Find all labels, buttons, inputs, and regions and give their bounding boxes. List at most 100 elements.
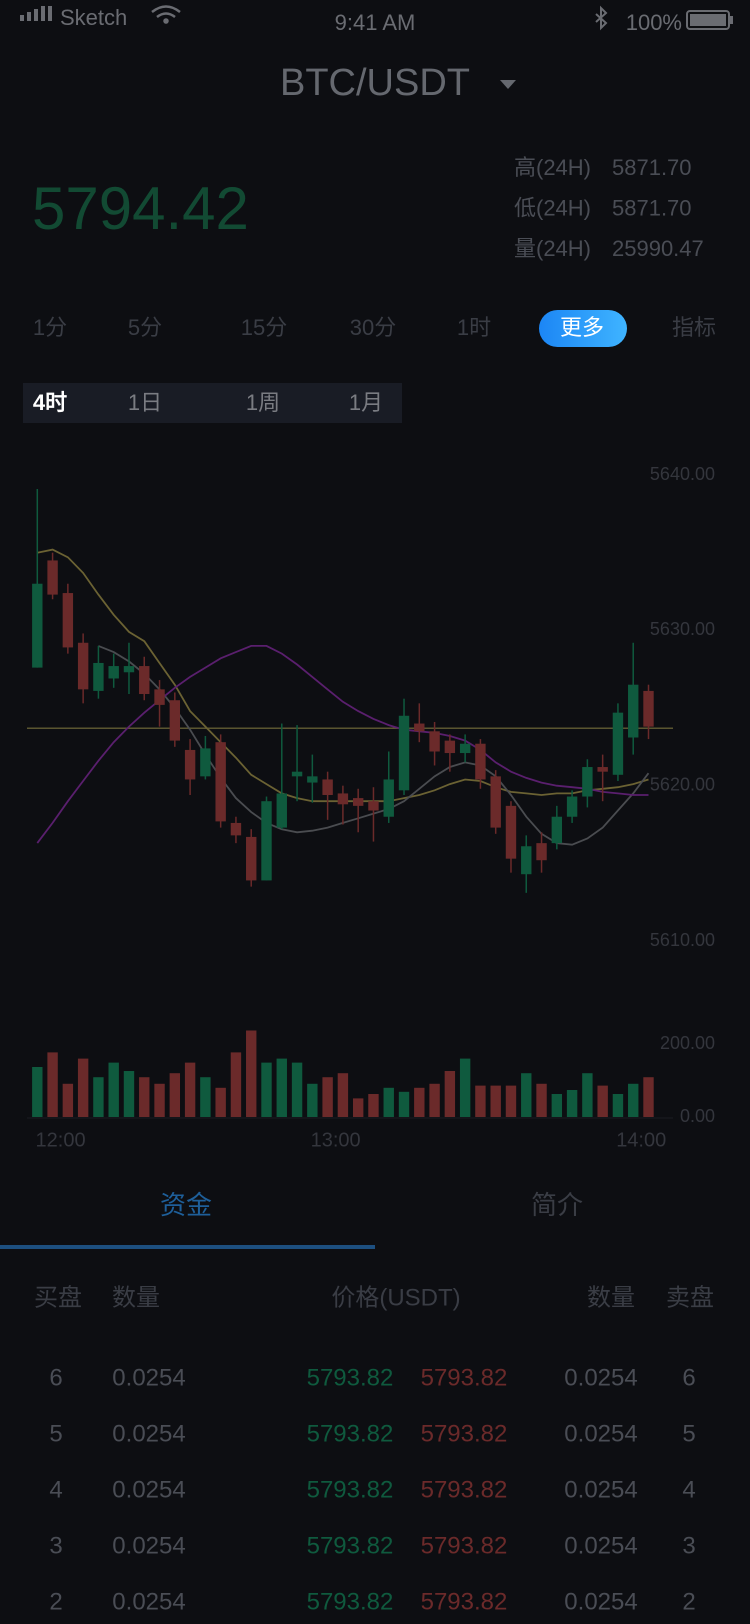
volume-bar bbox=[169, 1073, 181, 1117]
y-tick-label: 5620.00 bbox=[650, 774, 715, 794]
order-book-header: 卖盘 bbox=[666, 1284, 714, 1311]
y-tick-label: 5630.00 bbox=[650, 619, 715, 639]
candle-body bbox=[459, 743, 471, 754]
volume-bar bbox=[566, 1089, 578, 1117]
order-book-cell: 2 bbox=[49, 1588, 62, 1615]
order-book-cell: 0.0254 bbox=[564, 1476, 637, 1503]
order-book-cell: 0.0254 bbox=[112, 1420, 185, 1447]
volume-bar bbox=[261, 1062, 272, 1117]
order-book-header: 买盘 bbox=[34, 1284, 82, 1311]
volume-bar bbox=[398, 1091, 410, 1117]
sub-period-tab[interactable]: 1周 bbox=[246, 390, 280, 415]
period-tab[interactable]: 1时 bbox=[457, 315, 491, 340]
volume-bar bbox=[429, 1083, 440, 1117]
volume-bar bbox=[154, 1083, 165, 1117]
volume-bar bbox=[536, 1083, 547, 1117]
order-book-header: 数量 bbox=[587, 1284, 635, 1311]
candle-body bbox=[291, 771, 303, 777]
volume-bar bbox=[32, 1066, 43, 1117]
volume-bar bbox=[612, 1094, 624, 1117]
order-book-cell: 3 bbox=[682, 1532, 695, 1559]
candle-body bbox=[230, 822, 242, 836]
candle-body bbox=[184, 749, 196, 780]
volume-bar bbox=[123, 1071, 135, 1117]
order-book-cell: 0.0254 bbox=[564, 1420, 637, 1447]
y-tick-label: 5610.00 bbox=[650, 930, 715, 950]
period-tab[interactable]: 30分 bbox=[350, 315, 396, 340]
volume-bar bbox=[383, 1087, 394, 1117]
candle-body bbox=[566, 796, 578, 817]
volume-bar bbox=[352, 1098, 364, 1117]
candle-body bbox=[246, 836, 257, 881]
order-book-cell: 5793.82 bbox=[307, 1532, 394, 1559]
candle-body bbox=[93, 662, 104, 691]
stat-label: 量(24H) bbox=[514, 236, 591, 261]
candle-body bbox=[368, 801, 379, 811]
volume-bar bbox=[62, 1083, 74, 1117]
section-tab[interactable]: 资金 bbox=[160, 1190, 212, 1220]
x-tick-label: 13:00 bbox=[311, 1129, 361, 1151]
candle-body bbox=[169, 700, 181, 741]
carrier: Sketch bbox=[60, 5, 127, 30]
candle-body bbox=[628, 684, 639, 738]
wifi-icon bbox=[151, 5, 181, 24]
candle-body bbox=[108, 666, 119, 679]
period-tab[interactable]: 1分 bbox=[33, 315, 67, 340]
sub-period-bar bbox=[23, 383, 402, 423]
order-book-cell: 5793.82 bbox=[307, 1588, 394, 1615]
volume-bar bbox=[505, 1085, 517, 1117]
candle-body bbox=[200, 748, 211, 777]
candle-body bbox=[154, 689, 165, 705]
volume-bar bbox=[291, 1062, 303, 1117]
dropdown-arrow[interactable] bbox=[500, 80, 516, 89]
order-book-cell: 0.0254 bbox=[564, 1588, 637, 1615]
order-book-cell: 5793.82 bbox=[307, 1476, 394, 1503]
clock: 9:41 AM bbox=[335, 10, 416, 35]
sub-period-tab[interactable]: 4时 bbox=[33, 390, 67, 415]
order-book-cell: 0.0254 bbox=[112, 1588, 185, 1615]
candle-body bbox=[536, 843, 547, 861]
order-book-cell: 5793.82 bbox=[307, 1420, 394, 1447]
order-book-cell: 5 bbox=[49, 1420, 62, 1447]
period-tab[interactable]: 更多 bbox=[560, 315, 604, 340]
candle-body bbox=[505, 805, 517, 859]
volume-bar bbox=[414, 1087, 425, 1117]
bluetooth-icon bbox=[595, 5, 608, 31]
period-pill[interactable] bbox=[539, 310, 627, 347]
section-tab[interactable]: 简介 bbox=[531, 1190, 583, 1220]
volume-bar bbox=[184, 1062, 196, 1117]
candle-body bbox=[383, 779, 394, 817]
volume-bar bbox=[551, 1094, 563, 1117]
order-book-cell: 4 bbox=[49, 1476, 62, 1503]
stat-value: 5871.70 bbox=[612, 195, 692, 220]
order-book-cell: 5793.82 bbox=[307, 1364, 394, 1391]
candle-body bbox=[551, 816, 563, 844]
period-tab[interactable]: 15分 bbox=[241, 315, 287, 340]
volume-bar bbox=[322, 1077, 333, 1117]
period-tab[interactable]: 指标 bbox=[672, 315, 716, 340]
candle-body bbox=[77, 642, 89, 690]
pair-title[interactable]: BTC/USDT bbox=[280, 62, 470, 104]
volume-bar bbox=[108, 1062, 119, 1117]
volume-bar bbox=[276, 1058, 287, 1117]
volume-bar bbox=[368, 1094, 379, 1117]
sub-period-tab[interactable]: 1月 bbox=[349, 390, 383, 415]
order-book-cell: 5793.82 bbox=[421, 1532, 508, 1559]
candle-body bbox=[429, 731, 440, 752]
candle-body bbox=[215, 742, 226, 822]
order-book-cell: 5793.82 bbox=[421, 1364, 508, 1391]
volume-bar bbox=[246, 1030, 257, 1117]
sub-period-tab[interactable]: 1日 bbox=[128, 390, 162, 415]
stat-label: 低(24H) bbox=[514, 195, 591, 220]
stat-value: 25990.47 bbox=[612, 236, 704, 261]
candle-body bbox=[414, 723, 425, 732]
candle-body bbox=[337, 793, 349, 805]
period-tab[interactable]: 5分 bbox=[128, 315, 162, 340]
order-book-header: 数量 bbox=[112, 1284, 160, 1311]
volume-bar bbox=[307, 1083, 318, 1117]
volume-bar bbox=[459, 1058, 471, 1117]
volume-bar bbox=[93, 1077, 104, 1117]
candle-body bbox=[398, 715, 410, 791]
order-book-cell: 5793.82 bbox=[421, 1476, 508, 1503]
